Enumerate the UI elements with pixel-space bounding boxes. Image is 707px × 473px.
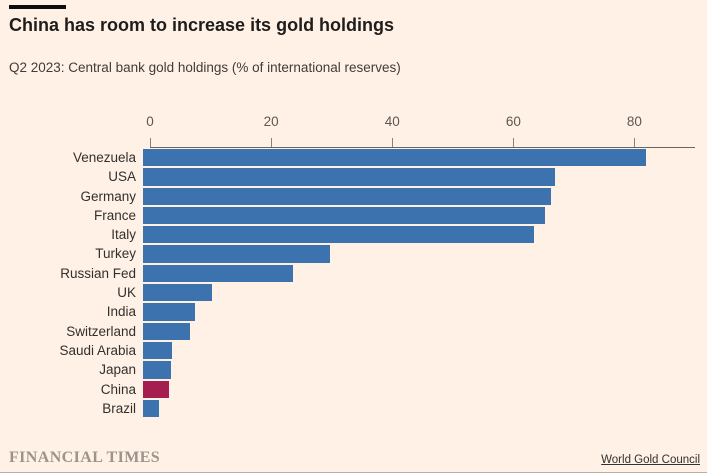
bar-russian-fed bbox=[143, 264, 294, 283]
bar-brazil bbox=[143, 399, 159, 418]
bar-italy bbox=[143, 226, 534, 244]
title-rule bbox=[9, 5, 66, 9]
category-label-italy: Italy bbox=[111, 227, 136, 243]
bar-rows: Venezuela USA Germany France Italy Turkey Russ… bbox=[0, 148, 707, 418]
x-tick-label-40: 40 bbox=[384, 114, 400, 129]
bar-france bbox=[143, 206, 546, 225]
bar-track-turkey bbox=[143, 244, 688, 263]
bar-row-brazil: Brazil bbox=[0, 399, 707, 418]
chart-title: China has room to increase its gold hold… bbox=[9, 15, 395, 35]
bar-row-france: France bbox=[0, 206, 707, 225]
bar-track-russian-fed bbox=[143, 264, 688, 283]
x-tick-mark-80 bbox=[634, 138, 636, 147]
bar-japan bbox=[143, 361, 171, 379]
x-tick-label-80: 80 bbox=[626, 114, 642, 129]
bar-switzerland bbox=[143, 322, 191, 340]
category-label-india: India bbox=[106, 304, 136, 320]
category-label-switzerland: Switzerland bbox=[66, 323, 136, 339]
bar-row-switzerland: Switzerland bbox=[0, 322, 707, 341]
x-tick-label-20: 20 bbox=[263, 114, 279, 129]
bar-chart: 0 20 40 60 80 Venezuela USA Germany France Italy… bbox=[0, 112, 707, 432]
bar-uk bbox=[143, 284, 213, 302]
bar-row-saudi-arabia: Saudi Arabia bbox=[0, 341, 707, 360]
bar-saudi-arabia bbox=[143, 341, 173, 360]
category-label-japan: Japan bbox=[99, 362, 136, 378]
category-label-brazil: Brazil bbox=[102, 400, 136, 416]
bar-track-japan bbox=[143, 360, 688, 379]
bar-germany bbox=[143, 187, 552, 205]
bar-row-germany: Germany bbox=[0, 187, 707, 206]
x-tick-label-60: 60 bbox=[505, 114, 521, 129]
bar-row-china: China bbox=[0, 380, 707, 399]
bar-track-usa bbox=[143, 167, 688, 186]
category-label-china: China bbox=[100, 381, 136, 397]
category-label-venezuela: Venezuela bbox=[72, 150, 136, 165]
bar-track-india bbox=[143, 302, 688, 321]
chart-subtitle: Q2 2023: Central bank gold holdings (% o… bbox=[9, 60, 401, 75]
bar-track-germany bbox=[143, 187, 688, 206]
category-label-turkey: Turkey bbox=[95, 246, 136, 262]
bar-track-uk bbox=[143, 283, 688, 302]
bar-row-venezuela: Venezuela bbox=[0, 148, 707, 167]
bar-row-turkey: Turkey bbox=[0, 244, 707, 263]
bar-track-italy bbox=[143, 225, 688, 244]
category-label-france: France bbox=[93, 207, 136, 223]
bar-track-saudi-arabia bbox=[143, 341, 688, 360]
bar-usa bbox=[143, 168, 556, 186]
x-axis-line bbox=[150, 147, 695, 148]
bar-track-france bbox=[143, 206, 688, 225]
category-label-russian-fed: Russian Fed bbox=[60, 265, 136, 281]
bar-venezuela bbox=[143, 149, 646, 167]
financial-times-logo: FINANCIAL TIMES bbox=[9, 449, 161, 466]
x-tick-mark-40 bbox=[392, 138, 394, 147]
bar-track-brazil bbox=[143, 399, 688, 418]
bar-china bbox=[143, 380, 170, 398]
category-label-uk: UK bbox=[117, 285, 136, 301]
source-link[interactable]: World Gold Council bbox=[601, 454, 700, 466]
bar-row-uk: UK bbox=[0, 283, 707, 302]
bar-row-japan: Japan bbox=[0, 360, 707, 379]
x-tick-label-0: 0 bbox=[146, 114, 154, 129]
bar-track-switzerland bbox=[143, 322, 688, 341]
bar-turkey bbox=[143, 245, 330, 263]
x-tick-mark-20 bbox=[271, 138, 273, 147]
bar-row-italy: Italy bbox=[0, 225, 707, 244]
bar-row-russian-fed: Russian Fed bbox=[0, 264, 707, 283]
bar-row-usa: USA bbox=[0, 167, 707, 186]
bar-track-china bbox=[143, 380, 688, 399]
bar-row-india: India bbox=[0, 302, 707, 321]
category-label-usa: USA bbox=[108, 169, 136, 185]
bar-india bbox=[143, 303, 196, 321]
category-label-germany: Germany bbox=[80, 188, 136, 204]
x-tick-mark-0 bbox=[150, 138, 151, 147]
bar-track-venezuela bbox=[143, 148, 688, 167]
category-label-saudi-arabia: Saudi Arabia bbox=[59, 342, 136, 358]
x-tick-mark-60 bbox=[513, 138, 515, 147]
